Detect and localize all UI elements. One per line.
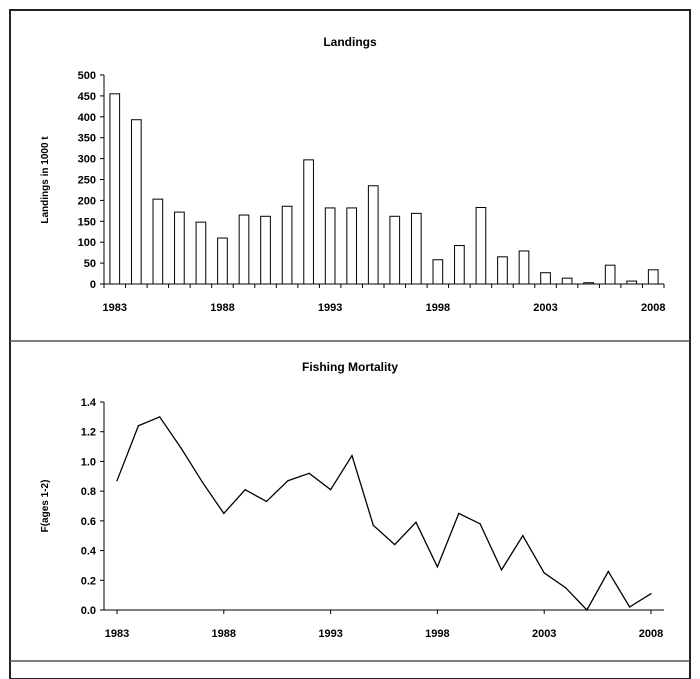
- fishing-mortality-chart-title: Fishing Mortality: [302, 360, 398, 374]
- fishing-mortality-point: [607, 570, 609, 572]
- fishing-mortality-point: [500, 569, 503, 571]
- fishing-mortality-point: [629, 606, 631, 608]
- landings-y-tick-label: 500: [78, 70, 96, 82]
- fishing-mortality-point: [201, 481, 204, 483]
- landings-y-tick-label: 50: [84, 258, 96, 270]
- landings-y-axis-label: Landings in 1000 t: [40, 136, 51, 224]
- fishing-mortality-x-tick-label: 1983: [105, 628, 129, 640]
- landings-bar: [497, 256, 508, 285]
- fishing-mortality-x-tick-label: 1998: [425, 628, 449, 640]
- fishing-mortality-point: [287, 480, 289, 482]
- fishing-mortality-y-tick-label: 0.6: [81, 516, 96, 528]
- landings-y-tick-label: 200: [78, 195, 96, 207]
- landings-bar: [518, 250, 530, 285]
- fishing-mortality-x-tick-label: 2008: [639, 628, 663, 640]
- landings-x-tick-label: 1993: [318, 302, 342, 314]
- landings-bar: [583, 282, 594, 285]
- fishing-mortality-point: [180, 447, 182, 449]
- landings-y-tick-label: 100: [78, 237, 96, 249]
- fishing-mortality-point: [308, 472, 310, 474]
- landings-bar: [281, 205, 293, 285]
- fishing-mortality-x-tick-label: 2003: [532, 628, 556, 640]
- landings-bar: [432, 259, 444, 285]
- fishing-mortality-point: [223, 512, 225, 515]
- landings-bar: [324, 207, 336, 285]
- fishing-mortality-point: [116, 480, 118, 482]
- fishing-mortality-y-tick-label: 0.0: [81, 605, 96, 617]
- landings-y-tick-label: 300: [78, 154, 96, 166]
- fishing-mortality-point: [265, 500, 268, 503]
- fishing-mortality-point: [479, 523, 481, 525]
- landings-y-tick-label: 450: [78, 91, 96, 103]
- fishing-mortality-point: [394, 544, 396, 546]
- fishing-mortality-y-tick-label: 0.8: [81, 486, 96, 498]
- fishing-mortality-y-tick-label: 1.0: [81, 456, 96, 468]
- fishing-mortality-point: [564, 587, 567, 589]
- fishing-mortality-y-axis-label: F(ages 1-2): [40, 480, 51, 533]
- landings-bar: [475, 207, 487, 285]
- fishing-mortality-y-tick-label: 1.2: [81, 427, 96, 439]
- landings-y-tick-label: 150: [78, 216, 96, 228]
- fishing-mortality-point: [436, 566, 438, 568]
- fishing-mortality-point: [543, 572, 545, 574]
- landings-chart: Landings Landings in 1000 t 0 50 100 150 200…: [40, 35, 665, 314]
- landings-bar: [367, 185, 379, 285]
- landings-x-tick-label: 1998: [426, 302, 450, 314]
- landings-y-tick-label: 0: [90, 279, 96, 291]
- fishing-mortality-series-line: [116, 416, 652, 612]
- landings-bar: [238, 214, 250, 285]
- landings-x-tick-label: 1983: [103, 302, 127, 314]
- landings-x-tick-label: 1988: [210, 302, 234, 314]
- landings-bar: [346, 207, 358, 285]
- landings-y-tick-label: 350: [78, 133, 96, 145]
- fishing-mortality-x-tick-label: 1993: [318, 628, 342, 640]
- fishing-mortality-point: [372, 524, 374, 526]
- landings-bar: [174, 211, 185, 285]
- fishing-mortality-y-tick-label: 0.4: [81, 546, 97, 558]
- fishing-mortality-point: [458, 512, 460, 515]
- landings-bar: [410, 212, 422, 285]
- landings-bar: [626, 280, 638, 285]
- figure-border: [9, 9, 691, 679]
- fishing-mortality-point: [244, 489, 246, 491]
- fishing-mortality-point: [586, 609, 588, 611]
- landings-bar: [647, 269, 659, 285]
- landings-bar: [540, 272, 551, 285]
- landings-bar: [303, 159, 314, 285]
- fishing-mortality-chart: Fishing Mortality F(ages 1-2) 0.0 0.2 0.4 0…: [40, 360, 664, 640]
- landings-bar: [389, 215, 401, 285]
- fishing-mortality-point: [137, 425, 139, 427]
- landings-bar: [604, 264, 616, 285]
- landings-y-tick-label: 400: [78, 112, 96, 124]
- landings-bar: [561, 277, 573, 285]
- fishing-mortality-y-tick-label: 1.4: [81, 397, 97, 409]
- landings-bar: [195, 221, 207, 285]
- fishing-mortality-point: [330, 489, 332, 491]
- landings-bar: [152, 198, 164, 285]
- landings-bar: [260, 215, 271, 285]
- fishing-mortality-point: [415, 521, 417, 523]
- landings-bar: [109, 93, 121, 285]
- fishing-mortality-y-tick-label: 0.2: [81, 575, 96, 587]
- fishing-mortality-point: [351, 454, 353, 457]
- fishing-mortality-point: [650, 593, 652, 595]
- fishing-mortality-point: [159, 416, 161, 418]
- landings-bar: [130, 119, 142, 285]
- landings-bar: [217, 237, 228, 285]
- landings-y-tick-label: 250: [78, 175, 96, 187]
- fishing-mortality-x-tick-label: 1988: [212, 628, 236, 640]
- landings-bar: [454, 245, 465, 285]
- fishing-mortality-point: [522, 535, 524, 537]
- landings-chart-title: Landings: [323, 35, 377, 49]
- landings-x-tick-label: 2008: [641, 302, 665, 314]
- landings-x-tick-label: 2003: [533, 302, 557, 314]
